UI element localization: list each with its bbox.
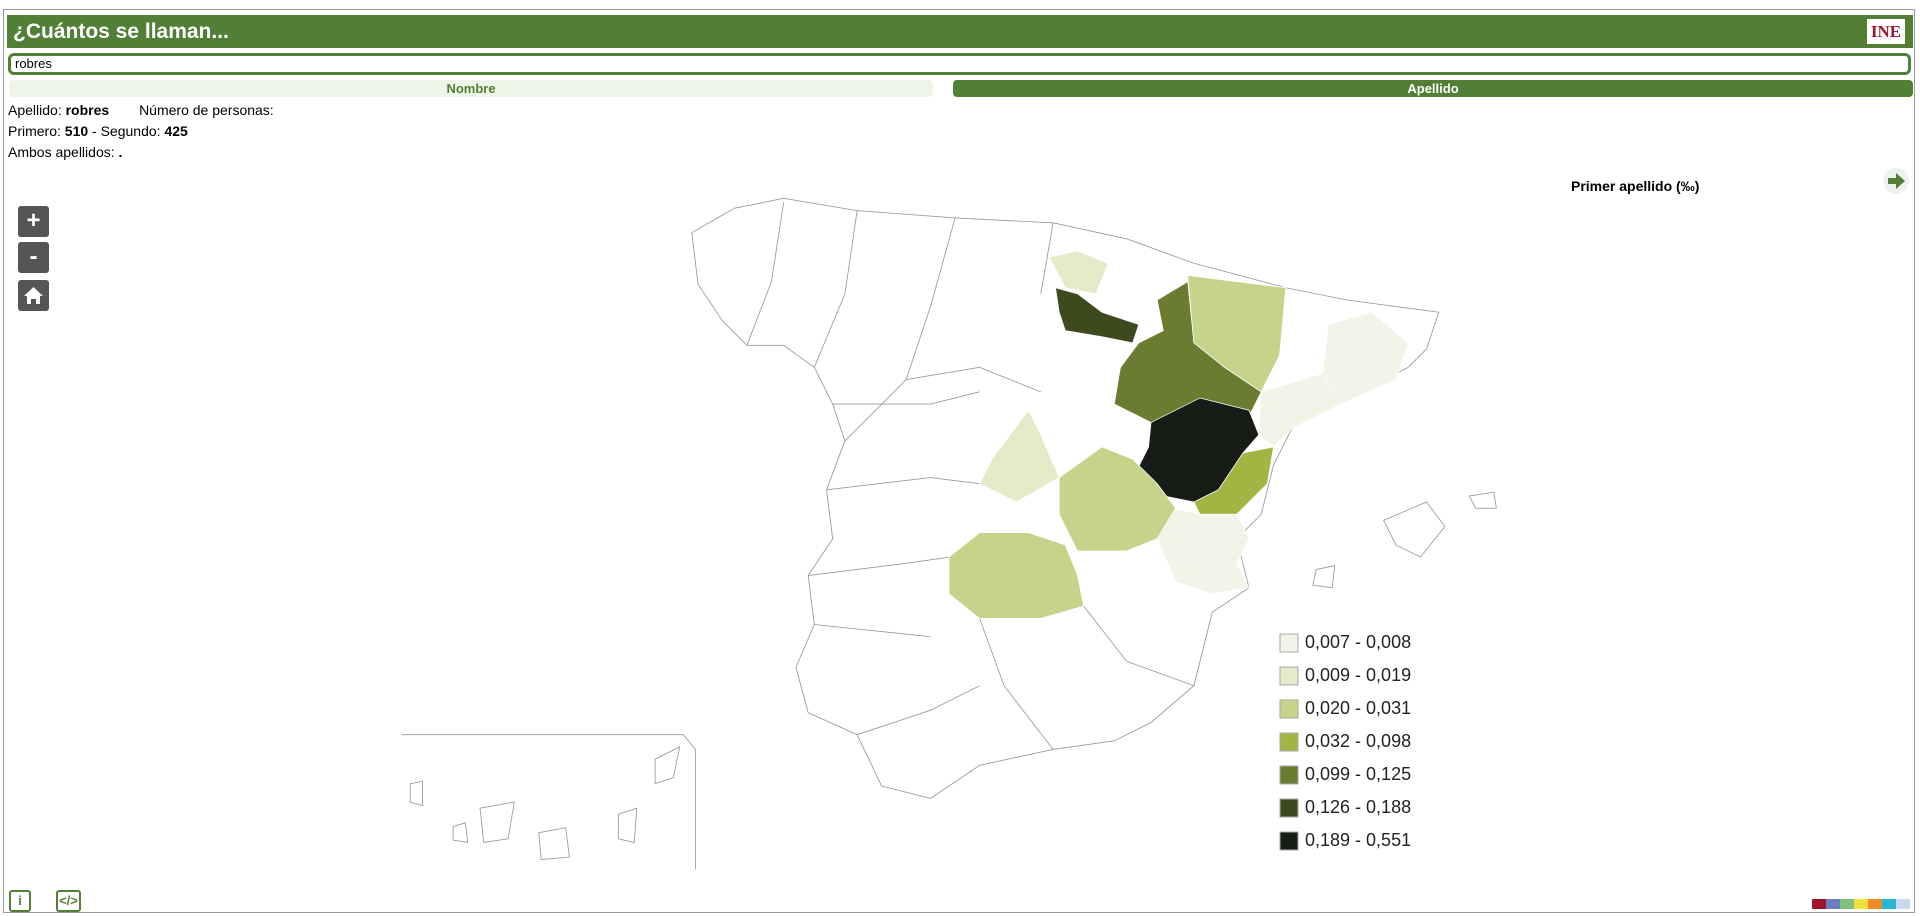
legend-swatch — [1279, 633, 1299, 653]
baleares — [1312, 491, 1497, 589]
tab-active[interactable]: Apellido — [953, 80, 1913, 97]
info-line: Primero: 510 - Segundo: 425 — [8, 123, 188, 139]
canarias — [409, 746, 681, 861]
next-button[interactable] — [1883, 168, 1909, 194]
label: Apellido: — [8, 102, 62, 118]
zoom-in[interactable]: + — [18, 206, 49, 237]
label: Número de personas: — [139, 102, 274, 118]
region — [1055, 287, 1140, 344]
legend-label: 0,007 - 0,008 — [1305, 632, 1411, 652]
legend-label: 0,126 - 0,188 — [1305, 797, 1411, 817]
legend: 0,007 - 0,008 0,009 - 0,019 0,020 - 0,031 0… — [1279, 632, 1411, 851]
region — [1048, 250, 1109, 295]
legend-label: 0,032 - 0,098 — [1305, 731, 1411, 751]
title: ¿Cuántos se llaman... — [13, 20, 229, 43]
label: - Segundo: — [92, 123, 161, 139]
region — [1193, 446, 1274, 515]
legend-label: 0,189 - 0,551 — [1305, 830, 1411, 850]
info-line: Ambos apellidos: . — [8, 144, 122, 160]
legend-label: 0,009 - 0,019 — [1305, 665, 1411, 685]
zoom-out[interactable]: - — [18, 242, 49, 273]
info-line: Apellido: robres Número de personas: — [8, 102, 274, 118]
legend-label: 0,099 - 0,125 — [1305, 764, 1411, 784]
value: . — [118, 144, 123, 160]
tab[interactable]: Nombre — [9, 80, 933, 97]
province-lines — [746, 201, 1195, 750]
palette-strip[interactable] — [1812, 899, 1910, 909]
legend-swatch — [1279, 666, 1299, 686]
search-input[interactable]: robres — [8, 53, 1911, 75]
info-button[interactable]: i — [9, 890, 31, 912]
label: Ambos apellidos: — [8, 144, 115, 160]
legend-swatch — [1279, 732, 1299, 752]
value: 425 — [164, 123, 188, 139]
logo[interactable]: INE — [1867, 19, 1905, 44]
value: robres — [65, 102, 110, 118]
legend-title: Primer apellido (‰) — [1571, 178, 1700, 194]
home[interactable] — [18, 280, 49, 311]
label: Primero: — [8, 123, 61, 139]
legend-swatch — [1279, 831, 1299, 851]
frame — [3, 9, 1915, 913]
legend-swatch — [1279, 699, 1299, 719]
region — [948, 446, 1176, 619]
map-shapes — [401, 197, 1497, 870]
region — [979, 409, 1060, 503]
header: ¿Cuántos se llaman... INE — [7, 15, 1913, 48]
value: 510 — [64, 123, 89, 139]
legend-label: 0,020 - 0,031 — [1305, 698, 1411, 718]
legend-swatch — [1279, 798, 1299, 818]
legend-swatch — [1279, 765, 1299, 785]
embed-button[interactable]: </> — [56, 890, 81, 912]
